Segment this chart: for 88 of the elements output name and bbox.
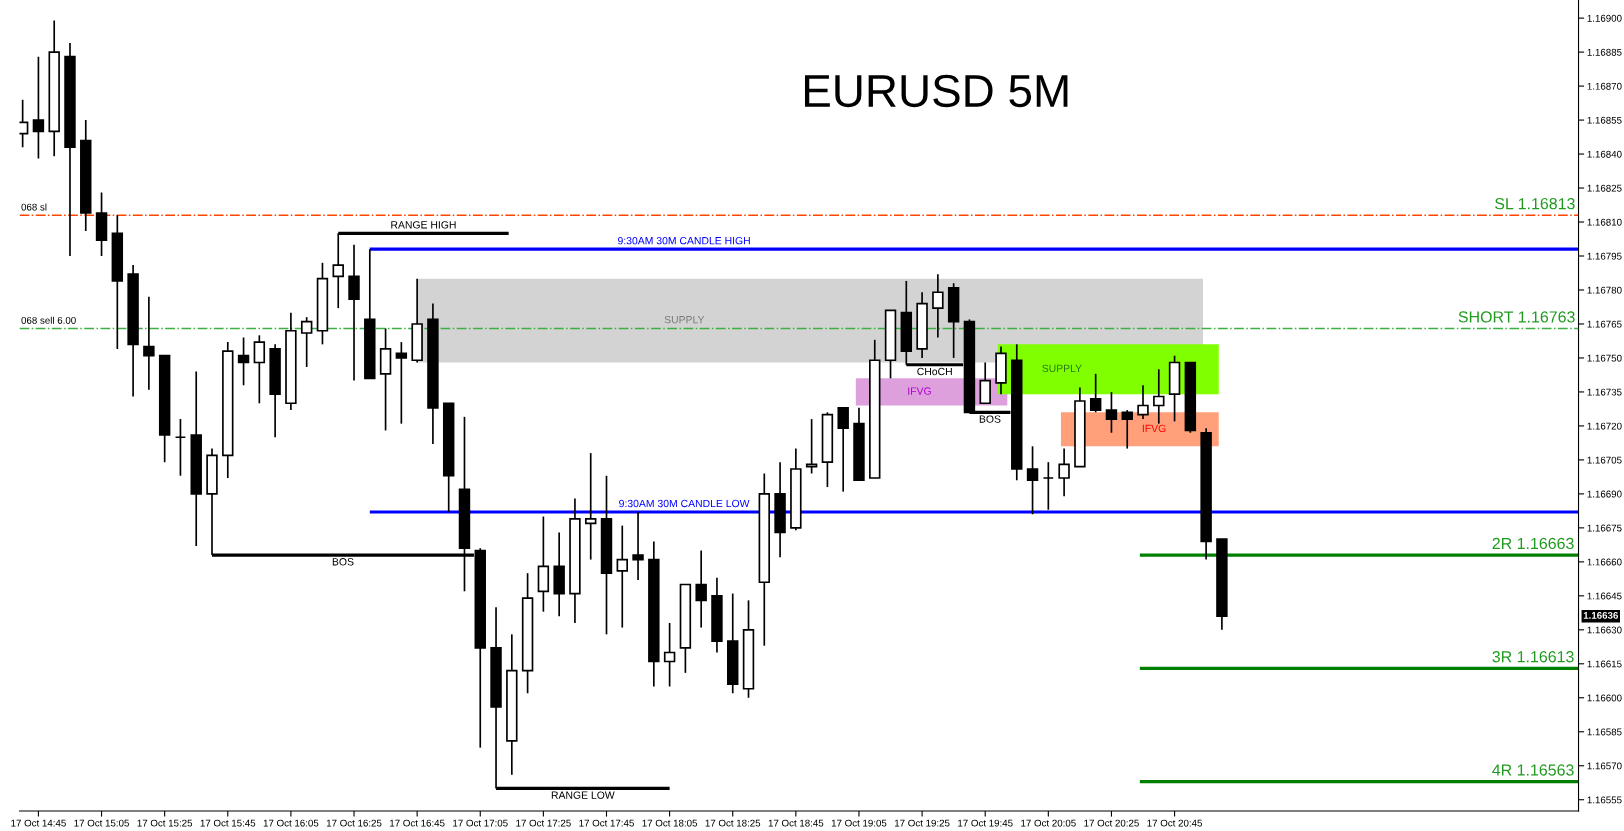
y-tick-label: 1.16825	[1587, 184, 1622, 192]
candlestick	[1058, 447, 1070, 497]
annotation: IFVG	[1142, 424, 1166, 433]
candlestick	[1026, 445, 1039, 516]
x-tick-label: 17 Oct 19:05	[831, 819, 887, 827]
y-tick-label: 1.16615	[1587, 660, 1622, 668]
y-tick-label: 1.16555	[1587, 796, 1622, 804]
candlestick	[1121, 409, 1133, 450]
candlestick	[616, 524, 629, 629]
candlestick	[663, 622, 676, 688]
annotation: SUPPLY	[664, 315, 705, 324]
candlestick	[174, 418, 187, 477]
y-tick-label: 1.16735	[1587, 388, 1622, 396]
y-tick-label: 1.16780	[1587, 286, 1622, 294]
annotation: 9:30AM 30M CANDLE HIGH	[617, 236, 750, 245]
annotation: SUPPLY	[1042, 364, 1082, 373]
x-tick-label: 17 Oct 16:45	[390, 819, 445, 827]
x-tick-label: 17 Oct 20:45	[1147, 819, 1202, 827]
x-tick-label: 17 Oct 20:05	[1021, 819, 1076, 827]
x-tick-label: 17 Oct 15:05	[74, 819, 129, 827]
x-tick-label: 17 Oct 14:45	[11, 819, 66, 827]
annotation: 068 sl	[21, 203, 47, 211]
y-tick-label: 1.16570	[1587, 762, 1622, 770]
text: EURUSD 5M	[804, 74, 1068, 108]
annotation: RANGE HIGH	[391, 221, 456, 229]
y-tick-label: 1.16870	[1587, 82, 1622, 90]
y-tick-label: 1.16795	[1587, 252, 1622, 260]
candlestick	[979, 361, 991, 405]
y-tick-label: 1.16705	[1587, 456, 1622, 464]
candlestick	[32, 55, 45, 160]
ref-line-label: SL 1.16813	[1495, 197, 1575, 210]
x-tick-label: 17 Oct 19:45	[958, 819, 1013, 827]
x-tick-label: 17 Oct 17:45	[579, 819, 634, 827]
annotation: CHoCH	[917, 367, 952, 376]
y-tick-label: 1.16660	[1587, 558, 1622, 566]
annotation: 9:30AM 30M CANDLE LOW	[619, 499, 750, 508]
candlestick	[632, 511, 644, 581]
candlestick	[395, 341, 408, 425]
y-tick-label: 1.16750	[1587, 354, 1622, 362]
annotation: 3R 1.16613	[1492, 651, 1574, 663]
ref-line-label: SHORT 1.16763	[1458, 311, 1575, 323]
y-tick-label: 1.16885	[1587, 48, 1622, 56]
candlestick	[1153, 368, 1165, 425]
candlestick	[1042, 461, 1055, 511]
x-tick-label: 17 Oct 16:25	[326, 819, 382, 827]
y-tick-label: 1.16690	[1587, 490, 1622, 498]
y-tick-label: 1.16585	[1587, 728, 1622, 736]
annotation: IFVG	[908, 387, 931, 395]
x-tick-label: 17 Oct 18:45	[768, 819, 824, 827]
candlestick	[300, 316, 313, 368]
candlestick	[237, 336, 250, 386]
y-tick-label: 1.16900	[1587, 14, 1622, 22]
y-tick-label: 1.16840	[1587, 150, 1622, 158]
candlestick	[253, 334, 266, 405]
y-tick-label: 1.16630	[1587, 626, 1622, 634]
x-tick-label: 17 Oct 18:25	[705, 819, 761, 827]
x-tick-label: 17 Oct 15:45	[200, 819, 256, 827]
y-tick-label: 1.16855	[1587, 116, 1622, 124]
y-tick-label: 1.16600	[1587, 694, 1622, 702]
annotation: BOS	[332, 558, 354, 566]
candlestick	[805, 418, 818, 475]
annotation: BOS	[979, 415, 1001, 423]
candlestick	[1105, 391, 1118, 434]
annotation: 2R 1.16663	[1492, 537, 1574, 550]
y-tick-label: 1.16765	[1587, 320, 1622, 328]
candlestick	[932, 273, 944, 339]
x-tick-label: 17 Oct 16:05	[263, 819, 319, 827]
candlestick	[143, 295, 155, 391]
candlestick	[1089, 372, 1102, 414]
y-tick-label: 1.16645	[1587, 592, 1622, 600]
x-tick-label: 17 Oct 20:25	[1084, 819, 1139, 827]
y-tick-label: 1.16810	[1587, 218, 1622, 226]
candlestick	[348, 243, 360, 382]
candlestick	[837, 406, 849, 493]
annotation: RANGE LOW	[551, 791, 615, 799]
annotation: 4R 1.16563	[1492, 764, 1574, 776]
x-tick-label: 17 Oct 15:25	[137, 819, 193, 827]
y-tick-label: 1.16720	[1587, 422, 1622, 430]
y-tick-label: 1.16675	[1587, 524, 1622, 532]
candlestick	[695, 549, 707, 629]
annotation: 068 sell 6.00	[21, 316, 76, 324]
x-tick-label: 17 Oct 17:25	[516, 819, 571, 827]
x-tick-label: 17 Oct 18:05	[642, 819, 698, 827]
candlestick	[1137, 384, 1149, 420]
candlestick	[584, 452, 597, 561]
x-tick-label: 17 Oct 19:25	[895, 819, 950, 827]
text: 1.16636	[1583, 611, 1618, 619]
x-tick-label: 17 Oct 17:05	[453, 819, 508, 827]
